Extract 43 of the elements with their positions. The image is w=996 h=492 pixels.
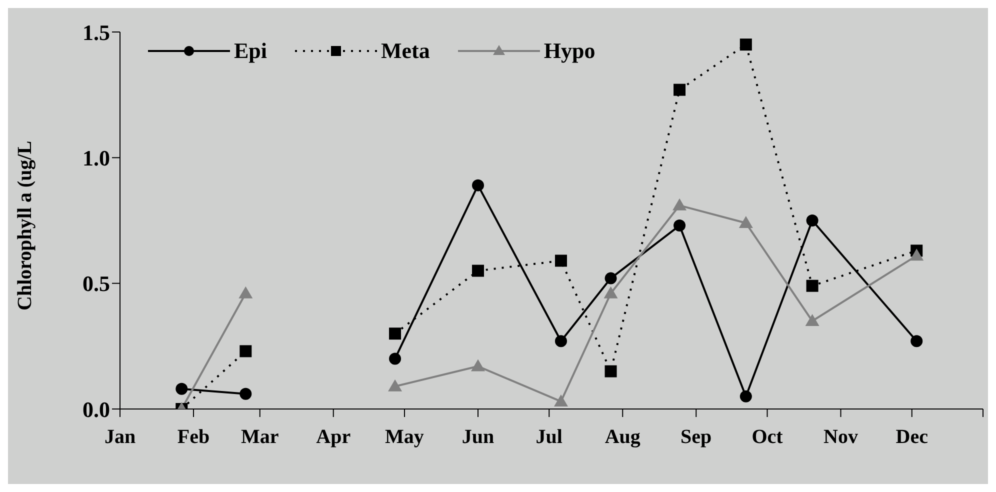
- point: [554, 394, 568, 406]
- point: [674, 84, 686, 96]
- x-tick-label: Jan: [104, 426, 136, 448]
- point: [806, 214, 818, 226]
- x-tick-label: Feb: [177, 426, 210, 448]
- point: [388, 379, 402, 392]
- y-tick-label: 0.5: [82, 271, 110, 296]
- y-tick-label: 0.0: [82, 396, 110, 422]
- point: [910, 335, 923, 348]
- point: [674, 220, 686, 232]
- point: [672, 198, 687, 210]
- legend-label: Epi: [234, 38, 268, 64]
- point: [604, 365, 617, 378]
- x-tick-label: Mar: [241, 426, 279, 448]
- y-tick-label: 1.5: [82, 20, 110, 45]
- point: [806, 280, 818, 292]
- x-tick-label: Oct: [752, 426, 784, 448]
- legend-label: Hypo: [544, 38, 596, 64]
- point: [472, 264, 484, 277]
- point: [740, 390, 752, 402]
- x-tick-label: Sep: [680, 426, 712, 448]
- point: [389, 352, 402, 365]
- x-tick-label: Jul: [536, 426, 563, 448]
- x-tick-label: Nov: [824, 426, 858, 448]
- point: [740, 38, 752, 51]
- x-tick-label: Apr: [316, 426, 351, 448]
- x-tick-label: Jun: [462, 426, 494, 448]
- point: [738, 216, 753, 228]
- point: [554, 254, 567, 267]
- point: [604, 286, 618, 298]
- y-tick-label: 1.0: [82, 145, 110, 170]
- point: [389, 328, 402, 340]
- point: [472, 179, 484, 192]
- point: [910, 248, 924, 261]
- point: [604, 272, 617, 284]
- x-tick-label: May: [385, 426, 424, 448]
- legend-label: Meta: [381, 38, 430, 64]
- point: [471, 359, 486, 372]
- point: [554, 335, 567, 348]
- x-tick-label: Aug: [604, 426, 640, 448]
- x-tick-label: Dec: [896, 426, 928, 448]
- y-axis-title: Chlorophyll a (ug/L: [14, 140, 36, 310]
- point: [805, 314, 820, 326]
